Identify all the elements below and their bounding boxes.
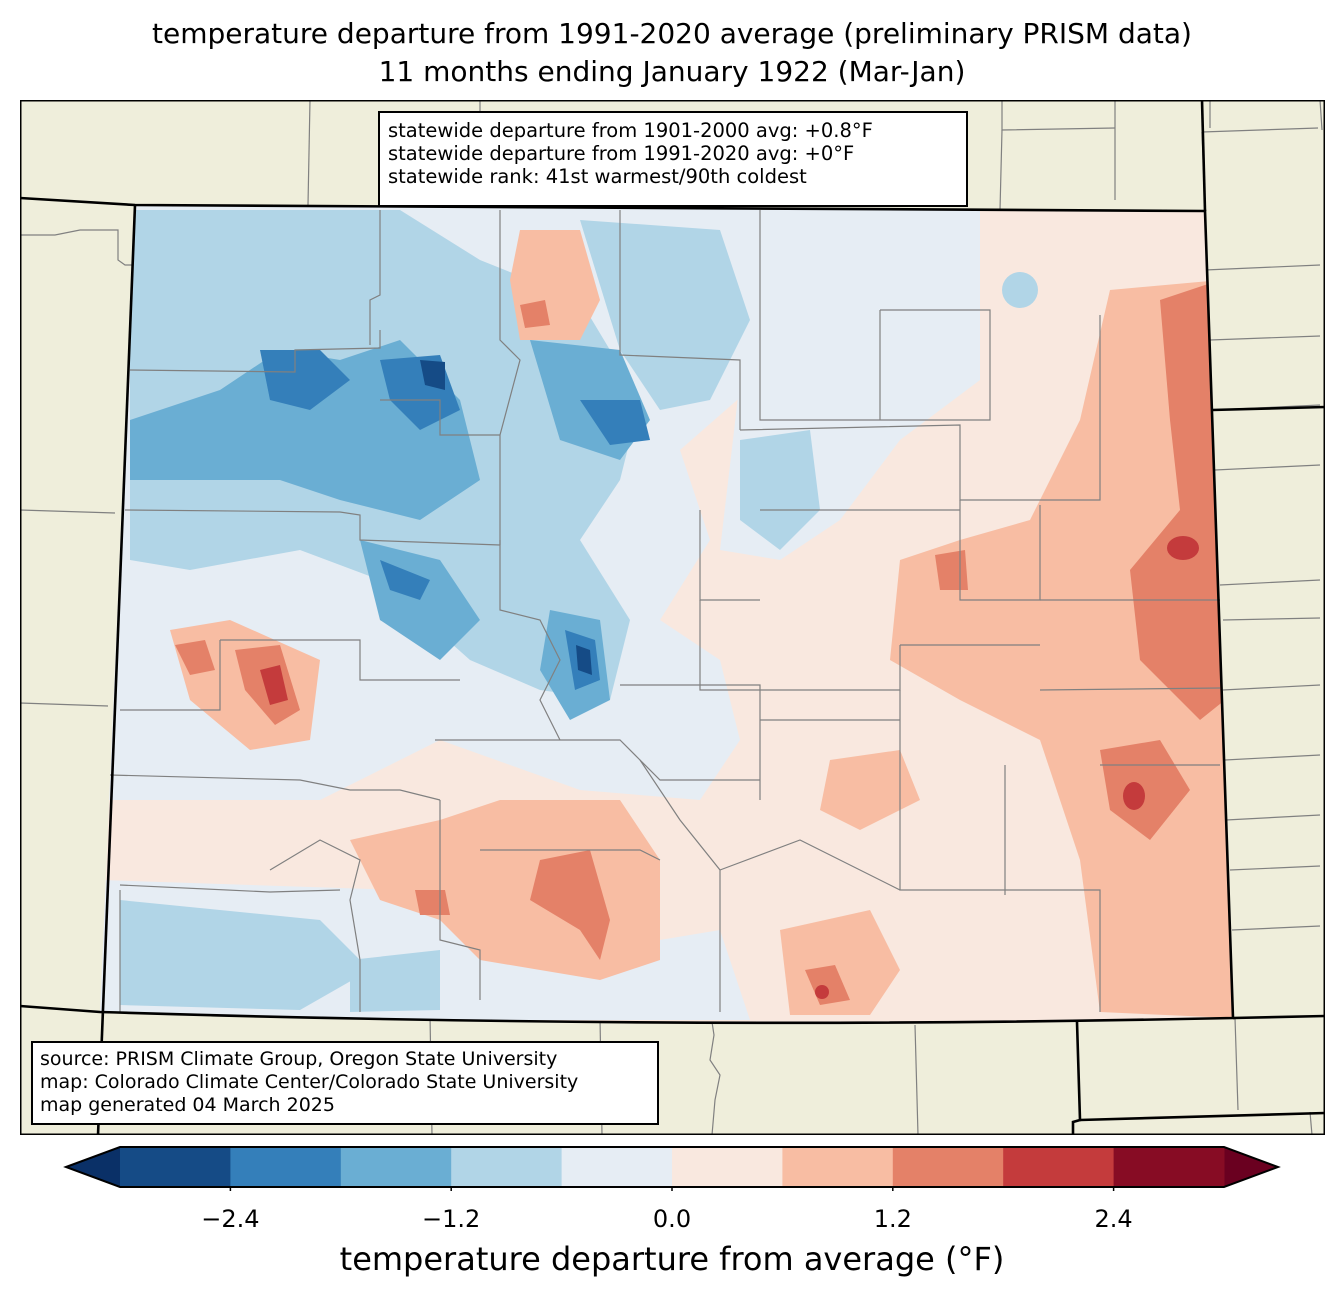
map-title-line1: temperature departure from 1991-2020 ave… bbox=[152, 17, 1192, 50]
colorbar bbox=[63, 1146, 1281, 1191]
contour-1.8-to-2.4-montrose bbox=[260, 665, 288, 705]
kansas-oklahoma-border bbox=[1232, 1014, 1325, 1020]
source-line: source: PRISM Climate Group, Oregon Stat… bbox=[40, 1048, 558, 1070]
contour-neg3-to-neg2.4 bbox=[420, 360, 445, 390]
colorbar-extend-under bbox=[66, 1147, 120, 1187]
nebraska-kansas-border bbox=[1211, 405, 1325, 412]
colorbar-segment bbox=[230, 1147, 342, 1187]
colorbar-segment bbox=[561, 1147, 673, 1187]
map-generated-line: map generated 04 March 2025 bbox=[40, 1094, 335, 1116]
texas-border bbox=[1079, 1111, 1325, 1122]
contour-neg1.2-southwest bbox=[120, 900, 370, 1010]
contour-1.2-to-1.8-san-juan bbox=[415, 890, 450, 915]
stats-rank: statewide rank: 41st warmest/90th coldes… bbox=[388, 165, 807, 188]
colorbar-tick-label: 2.4 bbox=[1094, 1205, 1133, 1233]
contour-1.8-to-2.4-baca bbox=[1123, 782, 1145, 810]
contour-neg1.2-front-range bbox=[740, 430, 820, 550]
colorbar-segment bbox=[340, 1147, 452, 1187]
colorbar-tick-label: −2.4 bbox=[201, 1205, 260, 1233]
contour-neg2.4-to-neg1.8 bbox=[260, 350, 350, 410]
colorbar-tick-label: 1.2 bbox=[873, 1205, 912, 1233]
contour-1.2-to-1.8-west bbox=[175, 640, 215, 675]
colorbar-label: temperature departure from average (°F) bbox=[339, 1240, 1005, 1278]
colorbar-segment bbox=[1113, 1147, 1225, 1187]
nebraska-border-north bbox=[1200, 100, 1207, 212]
oklahoma-border bbox=[1071, 1021, 1082, 1135]
contour-0.6-to-1.2-southeast bbox=[780, 910, 900, 1015]
contour-1.2-to-1.8-east bbox=[1130, 280, 1225, 720]
map-title-line2: 11 months ending January 1922 (Mar-Jan) bbox=[378, 55, 966, 88]
statewide-stats-box: statewide departure from 1901-2000 avg: … bbox=[378, 111, 968, 207]
contour-1.2-to-1.8-south bbox=[530, 850, 610, 960]
map-credit-line: map: Colorado Climate Center/Colorado St… bbox=[40, 1071, 579, 1093]
contour-1.2-to-1.8-north bbox=[520, 300, 550, 328]
contour-1.8-to-2.4-las-animas bbox=[815, 985, 829, 999]
stats-departure-1991-2020: statewide departure from 1991-2020 avg: … bbox=[388, 142, 855, 165]
contour-1.8-to-2.4-kit-carson bbox=[1167, 536, 1199, 560]
contour-neg1.2-north-central bbox=[580, 220, 750, 410]
colorbar-tick-label: 0.0 bbox=[652, 1205, 692, 1233]
colorado-county-lines bbox=[109, 210, 1221, 1012]
utah-border bbox=[96, 204, 137, 1135]
colorado-border bbox=[20, 196, 1235, 1025]
contour-neg3-sawatch bbox=[576, 645, 592, 675]
colorbar-segment bbox=[451, 1147, 563, 1187]
colorbar-segment bbox=[1003, 1147, 1115, 1187]
contour-neg1.2-spot bbox=[1002, 272, 1038, 308]
map-frame-border bbox=[20, 100, 1325, 1135]
colorbar-segment bbox=[120, 1147, 231, 1187]
state-borders bbox=[20, 100, 1325, 1135]
contour-0.6-to-1.2-otero bbox=[820, 750, 920, 830]
contour-neg1.2-south bbox=[350, 950, 440, 1012]
colorbar-segment bbox=[672, 1147, 783, 1187]
contour-neg2.4-north bbox=[580, 400, 650, 445]
colorbar-outline bbox=[63, 1146, 1281, 1188]
colorbar-extend-over bbox=[1224, 1147, 1278, 1187]
colorbar-segment bbox=[892, 1147, 1004, 1187]
contour-neg2.4-central bbox=[380, 560, 430, 600]
colorbar-segment bbox=[782, 1147, 894, 1187]
colorbar-tick-label: −1.2 bbox=[422, 1205, 481, 1233]
contour-1.2-to-1.8-lincoln bbox=[935, 550, 968, 590]
stats-departure-1901-2000: statewide departure from 1901-2000 avg: … bbox=[388, 119, 873, 142]
temperature-field bbox=[100, 205, 1233, 1023]
temperature-departure-map bbox=[20, 100, 1325, 1135]
source-credits-box: source: PRISM Climate Group, Oregon Stat… bbox=[31, 1041, 659, 1125]
contour-0.6-to-1.2-south-central bbox=[350, 800, 660, 980]
map-panel bbox=[20, 100, 1325, 1135]
